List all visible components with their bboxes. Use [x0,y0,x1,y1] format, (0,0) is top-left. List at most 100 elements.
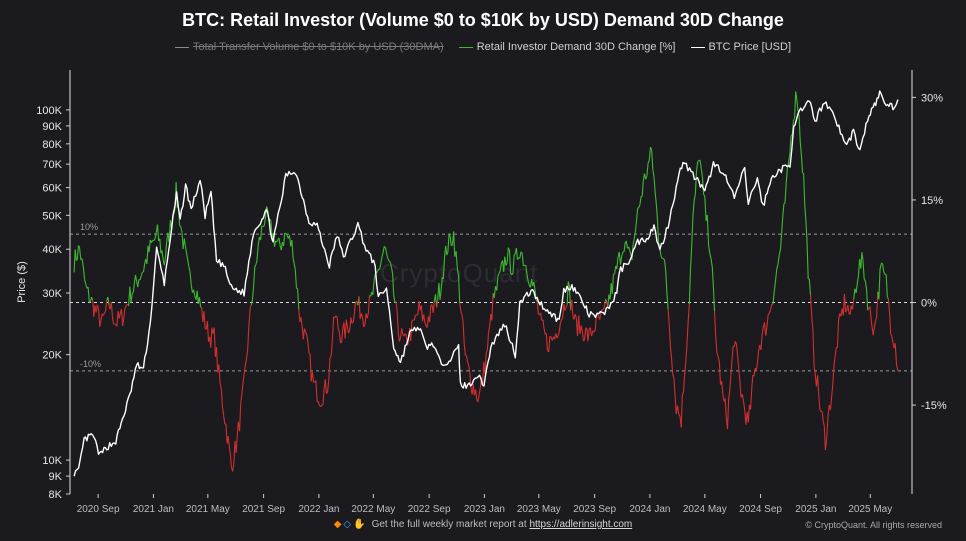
demand-segment [353,302,356,315]
demand-segment [235,435,238,453]
demand-segment [432,301,435,313]
demand-segment [324,379,327,394]
demand-segment [706,215,710,246]
demand-segment [478,388,481,396]
demand-segment [769,304,773,311]
demand-segment [336,316,339,329]
demand-segment [681,391,685,396]
demand-segment [243,365,246,375]
demand-segment [701,176,705,195]
demand-segment [223,415,226,424]
demand-segment [293,263,296,270]
demand-segment [395,301,398,311]
demand-segment [506,247,509,263]
demand-segment [849,305,852,315]
demand-segment [273,240,277,247]
demand-segment [320,404,323,408]
demand-segment [137,279,140,288]
demand-segment [623,242,626,252]
demand-segment [711,267,714,288]
x-tick-label: 2022 Sep [408,504,451,515]
demand-segment [756,351,760,363]
demand-segment [869,306,872,320]
demand-segment [755,362,758,371]
demand-segment [284,232,287,235]
demand-segment [885,274,888,298]
demand-segment [687,303,690,325]
legend-item-transfer-volume[interactable]: Total Transfer Volume $0 to $10K by USD … [174,41,444,53]
demand-segment [219,383,222,390]
footer: ◆ ◇ ✋ Get the full weekly market report at … [0,519,966,530]
demand-segment [154,232,157,239]
demand-segment [837,313,841,321]
demand-segment [306,334,309,342]
demand-segment [482,361,485,384]
demand-segment [379,263,382,270]
demand-segment [794,91,797,118]
x-tick-label: 2023 May [517,504,561,515]
demand-segment [389,262,393,268]
demand-segment [831,383,834,397]
demand-segment [669,344,673,358]
demand-segment [465,355,469,362]
demand-segment [384,247,388,254]
footer-link[interactable]: https://adlerinsight.com [529,519,633,530]
demand-segment [695,161,699,172]
demand-segment [77,245,80,248]
demand-segment [345,319,348,327]
x-tick-label: 2020 Sep [77,504,120,515]
demand-segment [870,318,873,329]
x-tick-label: 2024 Jan [629,504,670,515]
demand-segment [574,313,577,318]
demand-segment [527,281,530,286]
demand-segment [536,301,539,315]
demand-segment [556,335,559,339]
demand-segment [303,328,307,333]
demand-segment [655,203,658,219]
demand-segment [583,339,586,342]
demand-segment [851,299,855,310]
demand-segment [96,304,100,310]
demand-segment [348,329,351,334]
demand-segment [708,245,711,254]
footer-text: Get the full weekly market report at [371,519,527,530]
demand-segment [633,232,636,239]
legend-item-retail-demand[interactable]: Retail Investor Demand 30D Change [%] [458,41,675,53]
demand-segment [670,357,674,374]
demand-segment [311,371,315,383]
demand-segment [668,323,671,345]
demand-segment [692,200,695,215]
demand-segment [307,341,310,354]
demand-segment [360,313,364,319]
demand-segment [122,317,125,326]
demand-segment [511,273,514,276]
demand-segment [404,333,407,336]
demand-segment [459,302,462,311]
demand-segment [788,154,791,163]
demand-segment [146,245,149,264]
demand-segment [557,332,560,337]
demand-segment [321,403,324,406]
demand-segment [883,271,886,275]
legend-item-btc-price[interactable]: BTC Price [USD] [690,41,791,53]
left-tick-label: 20K [42,350,62,362]
demand-segment [721,381,724,395]
demand-segment [666,292,669,310]
demand-segment [565,304,568,308]
demand-segment [688,269,692,305]
demand-segment [894,343,898,366]
demand-segment [82,266,86,280]
demand-segment [709,253,712,260]
legend-label-transfer-volume: Total Transfer Volume $0 to $10K by USD … [192,41,444,53]
demand-segment [601,308,604,311]
demand-segment [198,297,202,308]
demand-segment [140,272,143,276]
demand-segment [567,281,570,287]
demand-segment [283,232,286,247]
demand-segment [229,453,232,467]
demand-segment [102,312,105,316]
demand-segment [519,251,522,259]
demand-segment [436,299,439,308]
demand-segment [416,313,419,316]
demand-segment [776,263,779,270]
